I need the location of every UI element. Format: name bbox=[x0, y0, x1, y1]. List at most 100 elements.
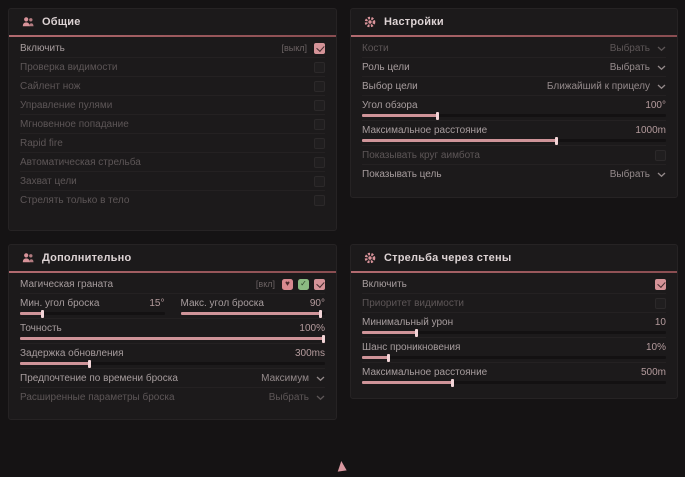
header-accent-line bbox=[9, 271, 336, 273]
slider-block: Точность 100% bbox=[20, 319, 325, 344]
dropdown[interactable]: Выбрать bbox=[610, 169, 666, 180]
slider-handle[interactable] bbox=[88, 359, 92, 368]
row-label: Кости bbox=[362, 42, 389, 54]
row-label: Мгновенное попадание bbox=[20, 118, 129, 130]
checkbox[interactable] bbox=[655, 297, 666, 309]
slider-value: 10 bbox=[654, 316, 666, 328]
row-label: Расширенные параметры броска bbox=[20, 391, 175, 403]
slider-track[interactable] bbox=[362, 378, 666, 387]
slider-label: Макс. угол броска bbox=[180, 297, 264, 309]
settings-row: Проверка видимости bbox=[20, 58, 325, 77]
checkbox[interactable] bbox=[314, 156, 325, 168]
slider-handle[interactable] bbox=[41, 309, 45, 318]
slider-fill bbox=[362, 356, 390, 359]
dropdown[interactable]: Максимум bbox=[261, 373, 325, 384]
settings-row: Включить bbox=[362, 275, 666, 294]
dropdown-value: Выбрать bbox=[609, 61, 650, 73]
slider-track[interactable] bbox=[362, 111, 666, 120]
checkbox[interactable] bbox=[314, 80, 325, 92]
settings-row: Показывать цель Выбрать bbox=[362, 165, 666, 183]
slider-track[interactable] bbox=[20, 359, 325, 368]
slider-label: Задержка обновления bbox=[20, 347, 124, 359]
slider-track[interactable] bbox=[362, 136, 666, 145]
slider-handle[interactable] bbox=[554, 136, 558, 145]
settings-row: Захват цели bbox=[20, 172, 325, 191]
checkbox[interactable] bbox=[314, 278, 325, 290]
slider-track[interactable] bbox=[180, 309, 325, 318]
row-label: Предпочтение по времени броска bbox=[20, 372, 178, 384]
panel-rows: Кости Выбрать Роль цели Выбрать Выбор цели Бл… bbox=[351, 37, 677, 187]
dropdown-value: Максимум bbox=[261, 372, 309, 384]
row-label: Управление пулями bbox=[20, 99, 113, 111]
dropdown[interactable]: Выбрать bbox=[269, 392, 325, 403]
slider-label: Шанс проникновения bbox=[362, 341, 461, 353]
state-tag: [выкл] bbox=[281, 43, 307, 53]
panel-rows: Включить [выкл] Проверка видимости Сайлент … bbox=[9, 37, 336, 213]
slider-fill bbox=[362, 381, 454, 384]
mouse-cursor-icon bbox=[336, 460, 347, 472]
slider-value: 500m bbox=[640, 366, 666, 378]
slider-block: Мин. угол броска 15° bbox=[20, 296, 165, 318]
slider-track[interactable] bbox=[362, 353, 666, 362]
row-label: Включить bbox=[20, 42, 65, 54]
checkbox[interactable] bbox=[314, 175, 325, 187]
panel-header: Настройки bbox=[351, 9, 677, 35]
slider-label-line: Задержка обновления 300ms bbox=[20, 346, 325, 360]
slider-handle[interactable] bbox=[414, 328, 418, 337]
slider-handle[interactable] bbox=[318, 309, 322, 318]
settings-row: Управление пулями bbox=[20, 96, 325, 115]
checkbox[interactable] bbox=[655, 278, 666, 290]
slider-handle[interactable] bbox=[451, 378, 455, 387]
chevron-down-icon bbox=[657, 65, 666, 71]
checkbox[interactable] bbox=[314, 118, 325, 130]
row-label: Показывать цель bbox=[362, 168, 442, 180]
panel-general: Общие Включить [выкл] Проверка видимости Сай… bbox=[8, 8, 337, 231]
checkbox[interactable] bbox=[314, 99, 325, 111]
row-label: Стрелять только в тело bbox=[20, 194, 130, 206]
dropdown[interactable]: Выбрать bbox=[610, 62, 666, 73]
dropdown-value: Выбрать bbox=[609, 168, 650, 180]
slider-fill bbox=[362, 331, 417, 334]
dropdown[interactable]: Выбрать bbox=[610, 43, 666, 54]
panel-header: Общие bbox=[9, 9, 336, 35]
slider-block: Минимальный урон 10 bbox=[362, 313, 666, 338]
checkbox[interactable] bbox=[314, 61, 325, 73]
checkbox[interactable] bbox=[314, 194, 325, 206]
panel-header: Стрельба через стены bbox=[351, 245, 677, 271]
settings-row: Rapid fire bbox=[20, 134, 325, 153]
heart-badge-icon: ♥ bbox=[282, 278, 293, 290]
settings-row: Стрелять только в тело bbox=[20, 191, 325, 209]
slider-handle[interactable] bbox=[436, 111, 439, 120]
panel-settings: Настройки Кости Выбрать Роль цели Выбрать Выб… bbox=[350, 8, 678, 198]
slider-label-line: Макс. угол броска 90° bbox=[181, 296, 326, 310]
slider-label: Минимальный урон bbox=[362, 316, 454, 328]
chevron-down-icon bbox=[316, 376, 325, 382]
slider-label: Угол обзора bbox=[362, 99, 418, 111]
checkbox[interactable] bbox=[655, 149, 666, 161]
slider-handle[interactable] bbox=[387, 353, 391, 362]
slider-block: Угол обзора 100° bbox=[362, 96, 666, 121]
checkbox[interactable] bbox=[314, 42, 325, 54]
slider-label-line: Максимальное расстояние 1000m bbox=[362, 123, 666, 137]
dropdown[interactable]: Ближайший к прицелу bbox=[547, 81, 666, 92]
slider-label: Точность bbox=[20, 322, 62, 334]
slider-track[interactable] bbox=[20, 309, 165, 318]
panel-header: Дополнительно bbox=[9, 245, 336, 271]
chevron-down-icon bbox=[657, 172, 666, 178]
row-label: Включить bbox=[362, 278, 407, 290]
slider-track[interactable] bbox=[362, 328, 666, 337]
panel-rows: Включить Приоритет видимости Минимальный у… bbox=[351, 273, 677, 391]
slider-handle[interactable] bbox=[322, 334, 325, 343]
header-accent-line bbox=[9, 35, 336, 37]
settings-row: Роль цели Выбрать bbox=[362, 58, 666, 77]
settings-row: Расширенные параметры броска Выбрать bbox=[20, 388, 325, 406]
settings-row: Выбор цели Ближайший к прицелу bbox=[362, 77, 666, 96]
slider-label-line: Шанс проникновения 10% bbox=[362, 340, 666, 354]
header-accent-line bbox=[351, 35, 677, 37]
row-label: Проверка видимости bbox=[20, 61, 118, 73]
users-icon bbox=[22, 252, 34, 264]
checkbox[interactable] bbox=[314, 137, 325, 149]
dropdown-value: Выбрать bbox=[268, 391, 309, 403]
slider-track[interactable] bbox=[20, 334, 325, 343]
settings-row: Приоритет видимости bbox=[362, 294, 666, 313]
